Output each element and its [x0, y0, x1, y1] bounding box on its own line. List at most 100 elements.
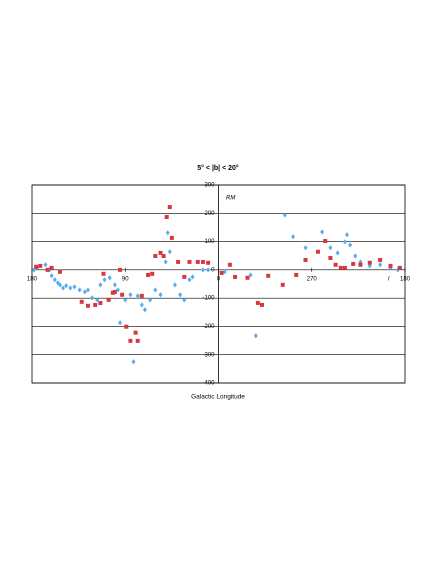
- point: [49, 265, 54, 270]
- point: [338, 265, 343, 270]
- point: [200, 267, 205, 273]
- x-tick-label: 90: [122, 276, 129, 282]
- point: [118, 320, 123, 326]
- point: [146, 272, 151, 277]
- point: [378, 262, 383, 268]
- point: [161, 253, 166, 258]
- point: [176, 259, 181, 264]
- y-tick-label: 0: [211, 267, 215, 273]
- point: [85, 303, 90, 308]
- point: [95, 297, 100, 303]
- x-axis-symbol: l: [388, 277, 390, 283]
- point: [266, 273, 271, 278]
- point: [333, 262, 338, 267]
- point: [195, 259, 200, 264]
- x-tick-label: 180: [27, 276, 38, 282]
- x-axis-label: Galactic Longitude: [191, 394, 245, 401]
- point: [200, 259, 205, 264]
- point: [303, 245, 308, 251]
- point: [219, 270, 224, 275]
- point: [167, 249, 172, 255]
- point: [107, 275, 112, 281]
- point: [255, 300, 260, 305]
- y-tick-label: 300: [204, 183, 215, 189]
- point: [397, 265, 402, 270]
- y-tick-label: -300: [202, 352, 215, 358]
- point: [139, 302, 144, 308]
- point: [153, 253, 158, 258]
- point: [150, 271, 155, 276]
- point: [45, 267, 50, 272]
- point: [344, 232, 349, 238]
- point: [164, 214, 169, 219]
- point: [227, 262, 232, 267]
- point: [165, 230, 170, 236]
- point: [388, 263, 393, 268]
- point: [172, 282, 177, 288]
- point: [367, 260, 372, 265]
- point: [182, 274, 187, 279]
- point: [163, 259, 168, 265]
- point: [158, 250, 163, 255]
- point: [112, 282, 117, 288]
- point: [49, 273, 54, 279]
- point: [142, 307, 147, 313]
- annotation: RM: [226, 196, 235, 202]
- point: [320, 229, 325, 235]
- y-tick-label: -400: [202, 381, 215, 387]
- point: [93, 302, 98, 307]
- y-tick-label: 200: [204, 211, 215, 217]
- point: [43, 262, 48, 268]
- point: [253, 333, 258, 339]
- x-tick-label: 180: [400, 276, 411, 282]
- point: [260, 302, 265, 307]
- point: [64, 283, 69, 289]
- point: [187, 259, 192, 264]
- point: [133, 330, 138, 335]
- point: [190, 274, 195, 280]
- point: [328, 255, 333, 260]
- point: [34, 264, 39, 269]
- y-tick-label: -200: [202, 324, 215, 330]
- x-tick-label: 0: [217, 276, 221, 282]
- point: [38, 263, 43, 268]
- point: [139, 293, 144, 298]
- point: [315, 249, 320, 254]
- point: [206, 260, 211, 265]
- point: [367, 263, 372, 269]
- point: [248, 272, 253, 278]
- point: [102, 277, 107, 283]
- y-tick-label: -100: [202, 296, 215, 302]
- point: [90, 295, 95, 301]
- point: [395, 267, 400, 273]
- point: [245, 275, 250, 280]
- point: [222, 269, 227, 275]
- point: [85, 287, 90, 293]
- point: [342, 239, 347, 245]
- point: [169, 235, 174, 240]
- point: [115, 287, 120, 293]
- point: [206, 267, 211, 273]
- point: [182, 297, 187, 303]
- point: [98, 300, 103, 305]
- point: [353, 253, 358, 259]
- point: [131, 359, 136, 365]
- point: [303, 257, 308, 262]
- point: [68, 285, 73, 291]
- point: [52, 277, 57, 283]
- point: [112, 289, 117, 294]
- point: [294, 272, 299, 277]
- point: [55, 280, 60, 286]
- point: [348, 242, 353, 248]
- point: [351, 261, 356, 266]
- point: [158, 292, 163, 298]
- point: [120, 292, 125, 297]
- point: [124, 324, 129, 329]
- point: [98, 282, 103, 288]
- point: [187, 277, 192, 283]
- point: [128, 292, 133, 298]
- point: [61, 285, 66, 291]
- point: [128, 338, 133, 343]
- point: [82, 289, 87, 295]
- point: [378, 257, 383, 262]
